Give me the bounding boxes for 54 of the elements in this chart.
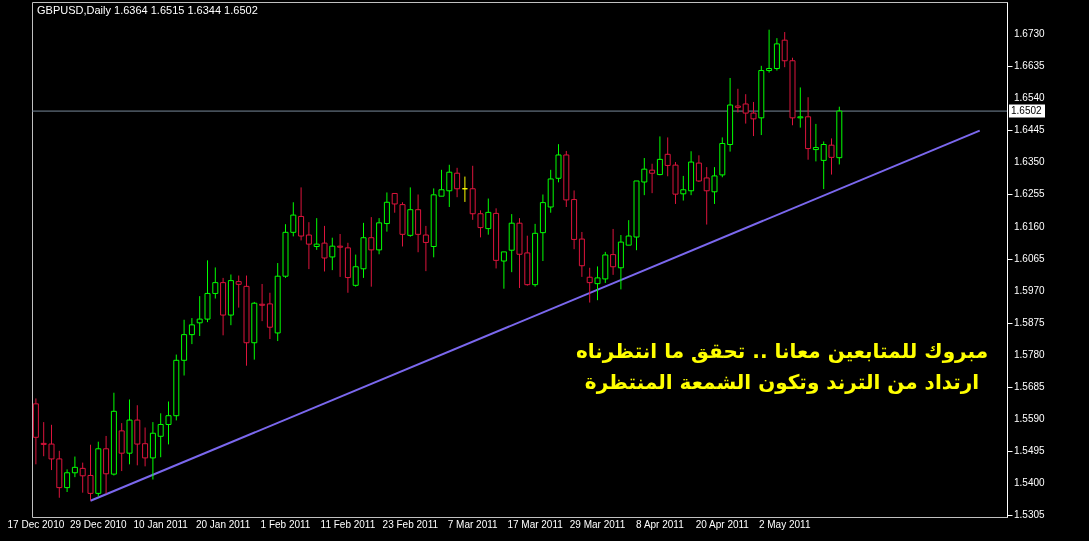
y-tick-label: 1.6065 xyxy=(1014,252,1046,264)
candlestick xyxy=(383,191,390,233)
x-tick-label: 10 Jan 2011 xyxy=(133,518,189,530)
chart-title: GBPUSD,Daily 1.6364 1.6515 1.6344 1.6502 xyxy=(37,4,258,16)
candlestick xyxy=(298,186,305,241)
y-tick-label: 1.6730 xyxy=(1014,28,1046,40)
x-tick-label: 23 Feb 2011 xyxy=(382,518,439,530)
annotation: ارتداد من الترند وتكون الشمعة المنتظرة xyxy=(584,370,980,394)
y-tick-label: 1.5685 xyxy=(1014,380,1046,392)
y-tick-label: 1.5305 xyxy=(1014,509,1046,521)
x-tick-label: 20 Jan 2011 xyxy=(195,518,251,530)
x-tick-label: 17 Dec 2010 xyxy=(7,518,65,530)
candlestick xyxy=(305,221,312,270)
y-tick-label: 1.5875 xyxy=(1014,316,1046,328)
candlestick xyxy=(656,135,663,176)
ref-line-label: 1.6502 xyxy=(1011,105,1043,117)
x-tick-label: 1 Feb 2011 xyxy=(260,518,311,530)
y-tick-label: 1.6350 xyxy=(1014,156,1046,168)
candlestick xyxy=(235,275,242,309)
candlestick xyxy=(188,317,195,345)
x-tick-label: 29 Dec 2010 xyxy=(69,518,128,530)
candlestick xyxy=(734,88,741,113)
x-tick-label: 8 Apr 2011 xyxy=(636,518,685,530)
candlestick xyxy=(500,251,507,290)
candlestick xyxy=(266,292,273,340)
y-tick-label: 1.5780 xyxy=(1014,348,1046,360)
x-tick-label: 17 Mar 2011 xyxy=(507,518,564,530)
candlestick xyxy=(142,427,149,467)
y-tick-label: 1.5495 xyxy=(1014,445,1046,457)
candlestick xyxy=(812,123,819,162)
candlestick xyxy=(71,456,78,478)
y-tick-label: 1.6160 xyxy=(1014,220,1046,232)
candlestick xyxy=(766,29,773,74)
x-tick-label: 29 Mar 2011 xyxy=(569,518,626,530)
candlestick xyxy=(422,225,429,272)
x-tick-label: 11 Feb 2011 xyxy=(320,518,376,530)
y-tick-label: 1.5400 xyxy=(1014,477,1046,489)
candlestick xyxy=(259,283,266,322)
y-tick-label: 1.6540 xyxy=(1014,92,1046,104)
y-tick-label: 1.6255 xyxy=(1014,188,1046,200)
candlestick xyxy=(64,468,71,493)
x-tick-label: 2 May 2011 xyxy=(758,518,811,530)
x-tick-label: 20 Apr 2011 xyxy=(695,518,750,530)
y-tick-label: 1.6445 xyxy=(1014,124,1046,136)
y-tick-label: 1.5970 xyxy=(1014,284,1046,296)
candlestick xyxy=(337,233,344,278)
candlestick xyxy=(695,154,702,183)
y-tick-label: 1.5590 xyxy=(1014,413,1046,425)
annotation: مبروك للمتابعين معانا .. تحقق ما انتظرناه xyxy=(575,339,989,363)
x-tick-label: 7 Mar 2011 xyxy=(447,518,499,530)
candlestick xyxy=(454,167,461,198)
candlestick xyxy=(649,163,656,194)
y-tick-label: 1.6635 xyxy=(1014,60,1046,72)
candlestick xyxy=(610,228,617,276)
